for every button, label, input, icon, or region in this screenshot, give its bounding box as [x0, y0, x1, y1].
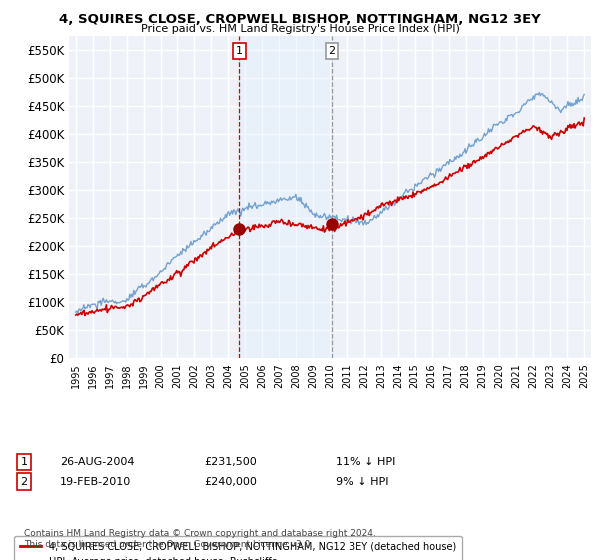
Text: Price paid vs. HM Land Registry's House Price Index (HPI): Price paid vs. HM Land Registry's House …: [140, 24, 460, 34]
Legend: 4, SQUIRES CLOSE, CROPWELL BISHOP, NOTTINGHAM, NG12 3EY (detached house), HPI: A: 4, SQUIRES CLOSE, CROPWELL BISHOP, NOTTI…: [14, 536, 462, 560]
Text: £240,000: £240,000: [204, 477, 257, 487]
Text: 2: 2: [328, 46, 335, 56]
Text: 11% ↓ HPI: 11% ↓ HPI: [336, 457, 395, 467]
Text: Contains HM Land Registry data © Crown copyright and database right 2024.
This d: Contains HM Land Registry data © Crown c…: [24, 529, 376, 549]
Text: 2: 2: [20, 477, 28, 487]
Text: 1: 1: [20, 457, 28, 467]
Text: 26-AUG-2004: 26-AUG-2004: [60, 457, 134, 467]
Text: 4, SQUIRES CLOSE, CROPWELL BISHOP, NOTTINGHAM, NG12 3EY: 4, SQUIRES CLOSE, CROPWELL BISHOP, NOTTI…: [59, 13, 541, 26]
Text: 9% ↓ HPI: 9% ↓ HPI: [336, 477, 389, 487]
Bar: [239, 36, 332, 358]
Text: £231,500: £231,500: [204, 457, 257, 467]
Text: 19-FEB-2010: 19-FEB-2010: [60, 477, 131, 487]
Text: 1: 1: [236, 46, 243, 56]
